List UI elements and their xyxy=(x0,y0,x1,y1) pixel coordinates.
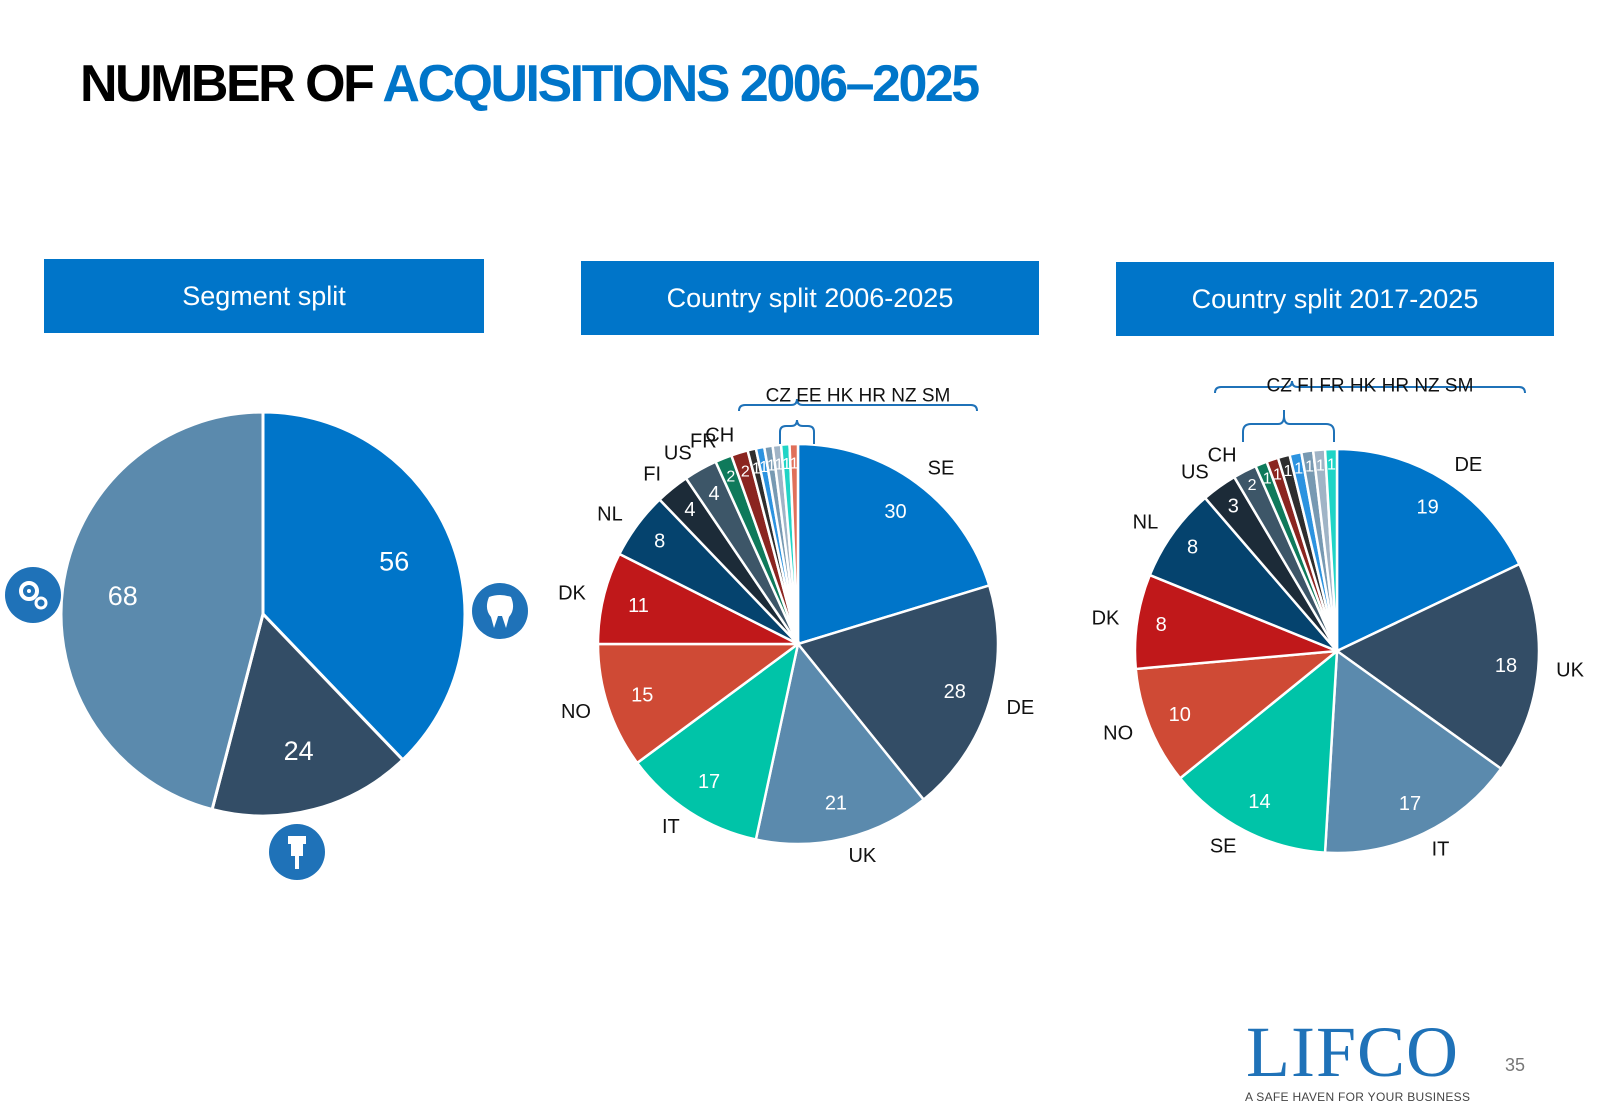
slice-it xyxy=(635,641,800,841)
slice-se xyxy=(1178,648,1339,854)
value-label-us: 4 xyxy=(709,483,720,505)
category-label-uk: UK xyxy=(848,845,876,867)
lifco-logo: LIFCO xyxy=(1246,1012,1460,1092)
value-label-dental: 56 xyxy=(379,546,409,576)
value-label-fr: 2 xyxy=(726,468,735,485)
category-label-dk: DK xyxy=(1092,608,1120,630)
value-label-nl: 8 xyxy=(654,531,665,553)
slice-sm xyxy=(788,442,800,645)
value-label-nz: 1 xyxy=(782,456,791,473)
value-label-cz: 1 xyxy=(752,460,761,477)
value-label-it: 17 xyxy=(698,771,720,793)
slice-sm xyxy=(1323,447,1339,652)
value-label-ch: 2 xyxy=(741,463,750,480)
category-label-ch: CH xyxy=(1208,444,1237,466)
category-label-us: US xyxy=(1181,461,1209,483)
category-label-ch: CH xyxy=(705,425,734,447)
category-label-no: NO xyxy=(1103,723,1133,745)
value-label-ee: 1 xyxy=(759,459,768,476)
pie-segment-split: 56 24 68 xyxy=(59,410,467,818)
category-label-nl: NL xyxy=(1133,512,1159,534)
title-part-2: ACQUISITIONS 2006–2025 xyxy=(382,55,980,113)
value-label-it: 17 xyxy=(1399,793,1421,815)
value-label-no: 15 xyxy=(631,684,653,706)
category-label-de: DE xyxy=(1006,697,1034,719)
grouped-countries-all: CZ EE HK HR NZ SM xyxy=(738,386,978,412)
category-label-dk: DK xyxy=(558,583,586,605)
value-label-se: 30 xyxy=(884,501,906,523)
slice-uk xyxy=(754,641,926,846)
value-label-hr: 1 xyxy=(1305,459,1314,476)
value-label-fi: 4 xyxy=(684,499,695,521)
grouped-connector-all xyxy=(779,419,815,444)
value-label-uk: 21 xyxy=(825,793,847,815)
gears-icon xyxy=(5,567,61,623)
value-label-de: 19 xyxy=(1416,497,1438,519)
value-label-hk: 1 xyxy=(767,457,776,474)
category-label-us: US xyxy=(664,443,692,465)
value-label-de: 28 xyxy=(944,681,966,703)
category-label-nl: NL xyxy=(597,503,623,525)
value-label-dk: 8 xyxy=(1156,614,1167,636)
slice-dk xyxy=(1133,573,1338,671)
value-label-sm: 1 xyxy=(790,456,799,473)
slice-no xyxy=(1134,649,1341,781)
slice-systems-solutions xyxy=(59,410,265,812)
value-label-uk: 18 xyxy=(1495,655,1517,677)
logo-tagline: A SAFE HAVEN FOR YOUR BUSINESS xyxy=(1245,1090,1471,1104)
value-label-no: 10 xyxy=(1169,704,1191,726)
title-part-1: NUMBER OF xyxy=(80,55,375,113)
slice-uk xyxy=(1334,562,1541,771)
value-label-cz: 1 xyxy=(1263,470,1272,487)
value-label-us: 3 xyxy=(1228,496,1239,518)
tooth-icon xyxy=(472,583,528,639)
country-split-recent-header: Country split 2017-2025 xyxy=(1116,262,1554,336)
slice-it xyxy=(1323,648,1503,855)
country-split-all-header: Country split 2006-2025 xyxy=(581,261,1039,335)
value-label-sm: 1 xyxy=(1327,457,1336,474)
value-label-hk: 1 xyxy=(1294,461,1303,478)
category-label-it: IT xyxy=(1432,839,1450,861)
slice-demolition-tools xyxy=(210,611,405,818)
page-number: 35 xyxy=(1505,1055,1526,1075)
slice-se xyxy=(796,442,991,646)
value-label-se: 14 xyxy=(1248,791,1270,813)
slice-dental xyxy=(261,410,467,762)
value-label-demolition-tools: 24 xyxy=(284,736,314,766)
category-label-it: IT xyxy=(662,816,680,838)
category-label-fi: FI xyxy=(643,463,661,485)
value-label-systems-solutions: 68 xyxy=(108,581,138,611)
grouped-connector-recent xyxy=(1242,410,1335,442)
grouped-countries-recent: CZ FI FR HK HR NZ SM xyxy=(1214,376,1526,397)
category-label-uk: UK xyxy=(1556,660,1584,682)
slice-nl xyxy=(1148,496,1338,653)
segment-split-header: Segment split xyxy=(44,259,484,333)
slice-no xyxy=(596,642,802,765)
grouped-countries-recent-label: CZ FI FR HK HR NZ SM xyxy=(1267,376,1474,397)
value-label-nz: 1 xyxy=(1316,457,1325,474)
value-label-nl: 8 xyxy=(1187,536,1198,558)
value-label-dk: 11 xyxy=(628,595,649,617)
value-label-hr: 1 xyxy=(774,457,783,474)
slice-de xyxy=(795,583,1000,802)
category-label-fr: FR xyxy=(690,431,717,453)
value-label-ch: 2 xyxy=(1248,477,1257,494)
value-label-fi: 1 xyxy=(1273,466,1282,483)
category-label-se: SE xyxy=(928,458,955,480)
value-label-fr: 1 xyxy=(1284,463,1293,480)
category-label-se: SE xyxy=(1210,836,1237,858)
drill-icon xyxy=(269,824,325,880)
grouped-countries-all-label: CZ EE HK HR NZ SM xyxy=(766,386,951,407)
slice-de xyxy=(1335,447,1522,653)
page-title: NUMBER OF ACQUISITIONS 2006–2025 xyxy=(80,55,980,113)
category-label-de: DE xyxy=(1454,454,1482,476)
category-label-no: NO xyxy=(561,701,591,723)
